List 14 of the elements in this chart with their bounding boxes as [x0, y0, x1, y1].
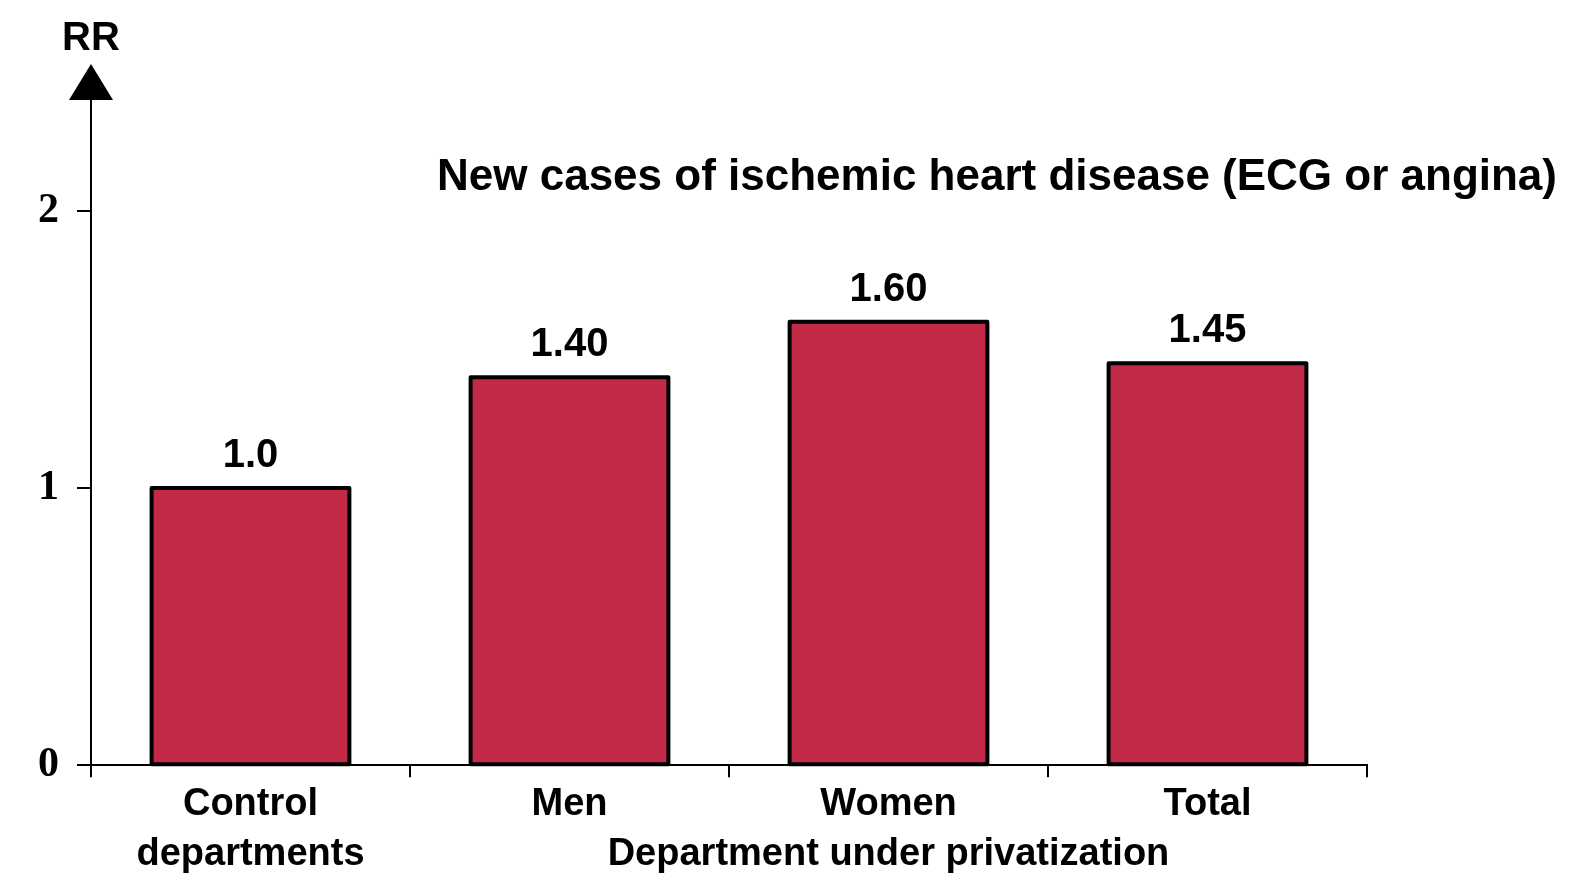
data-label: 1.40 — [530, 320, 609, 365]
data-label: 1.0 — [222, 431, 279, 476]
y-tick-label: 2 — [38, 184, 59, 231]
x-tick-label: Control departments — [136, 781, 365, 873]
y-axis-title: RR — [62, 14, 120, 59]
text: New cases of ischemic heart disease (ECG or angina) — [437, 150, 1557, 200]
x-axis-title: Department under privatization — [607, 831, 1170, 875]
y-tick-label: 0 — [38, 739, 59, 786]
data-label: 1.45 — [1168, 306, 1247, 351]
x-tick-label: Women — [820, 781, 957, 824]
x-tick-label: Men — [531, 781, 608, 824]
data-label: 1.60 — [849, 264, 928, 309]
x-tick-label: Total — [1163, 781, 1252, 824]
y-tick-label: 1 — [38, 461, 59, 508]
